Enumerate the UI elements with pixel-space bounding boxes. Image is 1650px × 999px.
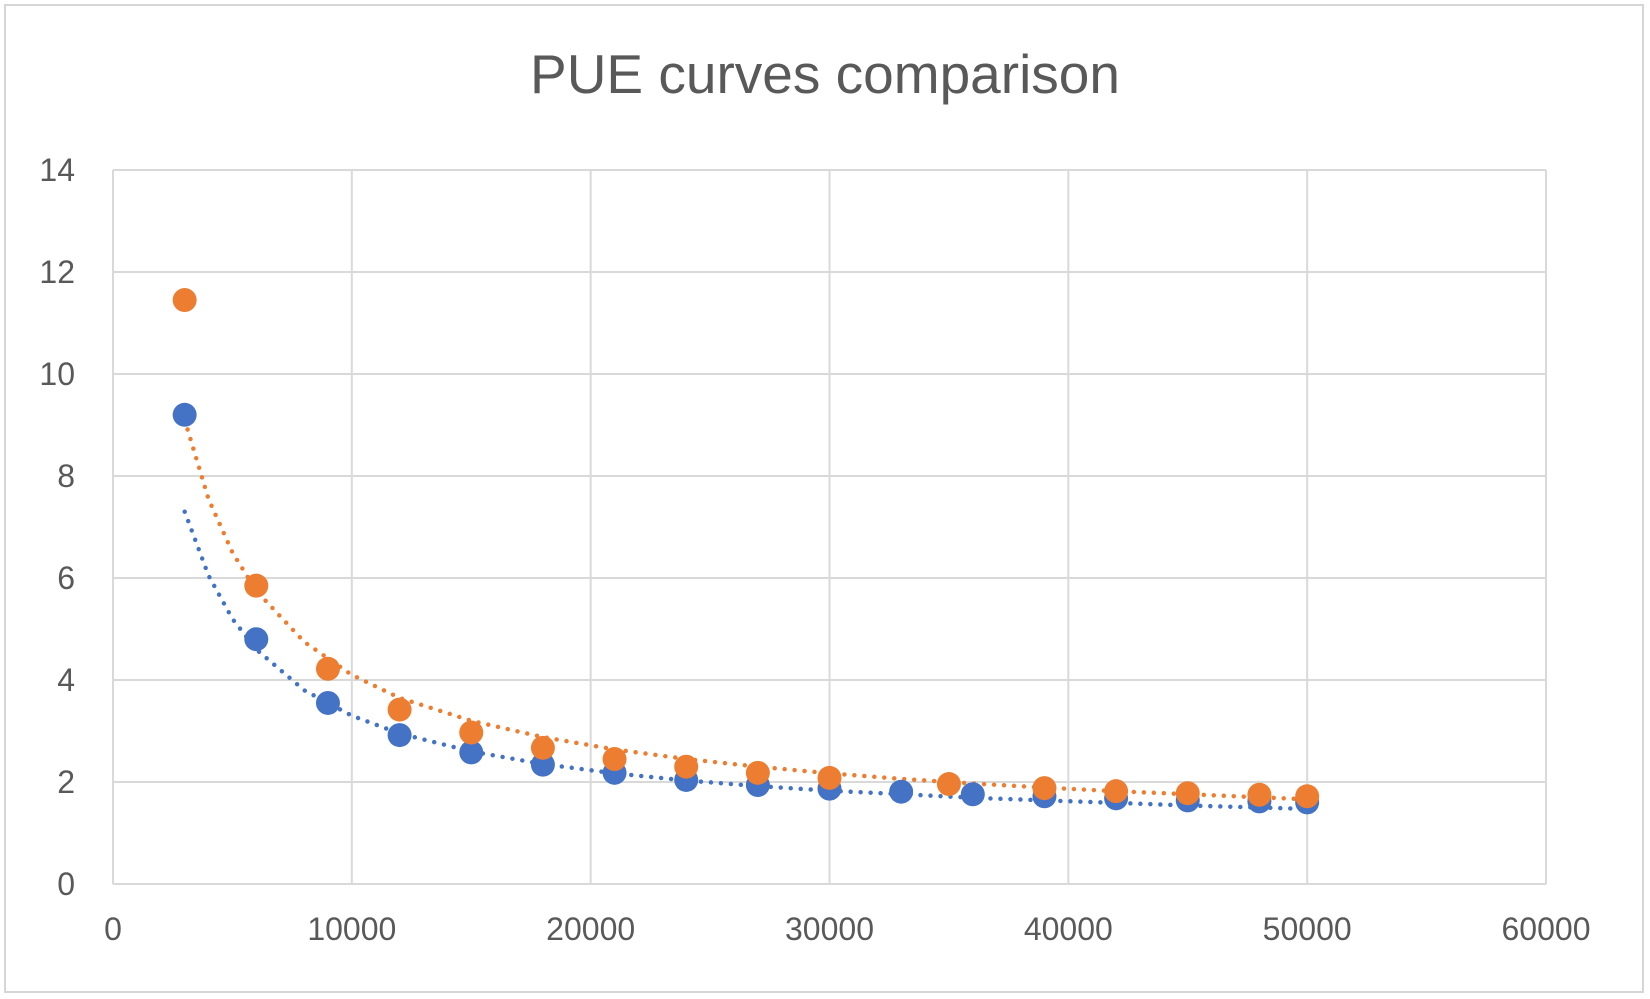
trendline-series-1: [182, 509, 1310, 812]
data-point-series-2: [1104, 779, 1129, 804]
data-point-series-2: [602, 747, 627, 772]
y-tick-label: 10: [39, 356, 75, 392]
x-tick-label: 10000: [307, 911, 396, 947]
data-point-series-1: [459, 740, 484, 765]
data-point-series-2: [530, 735, 555, 760]
y-tick-label: 4: [57, 662, 75, 698]
chart-title: PUE curves comparison: [530, 43, 1120, 105]
data-point-series-2: [315, 656, 340, 681]
y-tick-label: 0: [57, 866, 75, 902]
data-point-series-1: [889, 779, 914, 804]
data-point-series-2: [1032, 776, 1057, 801]
data-point-series-1: [172, 402, 197, 427]
data-point-series-1: [315, 690, 340, 715]
data-point-series-1: [387, 723, 412, 748]
chart-frame: [4, 4, 1644, 993]
y-tick-label: 14: [39, 152, 75, 188]
data-point-series-2: [1175, 781, 1200, 806]
y-tick-label: 6: [57, 560, 75, 596]
data-point-series-2: [459, 720, 484, 745]
x-tick-label: 40000: [1024, 911, 1113, 947]
x-tick-label: 0: [104, 911, 122, 947]
data-point-series-2: [936, 772, 961, 797]
data-point-series-2: [1295, 784, 1320, 809]
data-point-series-2: [817, 765, 842, 790]
data-point-series-1: [244, 627, 269, 652]
x-tick-label: 50000: [1263, 911, 1352, 947]
x-tick-label: 30000: [785, 911, 874, 947]
data-point-series-2: [674, 754, 699, 779]
data-point-series-1: [960, 782, 985, 807]
data-point-series-2: [1247, 782, 1272, 807]
data-point-series-2: [387, 697, 412, 722]
y-tick-label: 2: [57, 764, 75, 800]
data-point-series-2: [244, 573, 269, 598]
x-tick-label: 60000: [1502, 911, 1591, 947]
y-tick-label: 12: [39, 254, 75, 290]
data-point-series-2: [172, 288, 197, 313]
data-point-series-1: [530, 752, 555, 777]
y-tick-label: 8: [57, 458, 75, 494]
data-point-series-2: [745, 760, 770, 785]
x-tick-label: 20000: [546, 911, 635, 947]
